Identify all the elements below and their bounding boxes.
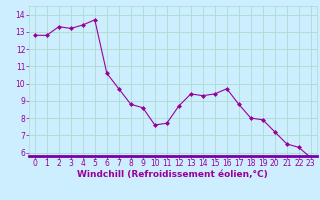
X-axis label: Windchill (Refroidissement éolien,°C): Windchill (Refroidissement éolien,°C) bbox=[77, 170, 268, 179]
